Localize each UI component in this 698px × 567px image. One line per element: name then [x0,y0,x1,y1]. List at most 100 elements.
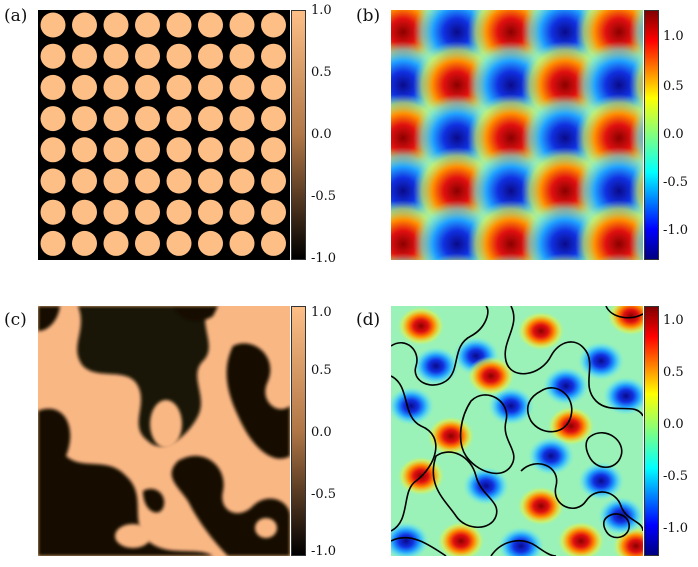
panel-a-tick-m1: -1.0 [311,251,337,266]
copper-dot [198,137,223,163]
jet-gradient-d [645,307,658,555]
panel-b-colorbar [644,10,659,260]
copper-dot [40,230,66,256]
hot-blob [541,253,589,260]
hot-blob [557,521,605,556]
copper-dot [72,137,97,163]
copper-dot [198,168,223,194]
copper-dot [72,168,97,194]
panel-b-tick-05: 0.5 [663,79,684,94]
copper-dot [166,137,192,163]
hot-blob [427,416,475,456]
panel-b-tick-m1: -1.0 [663,223,689,238]
copper-dot [135,230,160,256]
panel-a-label: (a) [4,6,28,26]
copper-dot [135,12,160,38]
copper-coarsened-pattern [38,306,290,556]
copper-dot-array [38,10,290,260]
panel-d-tick-05: 0.5 [663,365,684,380]
copper-dot [261,137,286,163]
hot-blob [397,306,445,346]
jet-checker-field [391,10,643,260]
copper-dot [103,106,129,132]
panel-c-tick-05: 0.5 [311,363,332,378]
copper-dot [166,199,192,225]
copper-dot [166,74,192,100]
cold-blob [412,346,460,386]
hot-blob [467,356,515,396]
hot-blob [517,311,565,351]
copper-dot [166,43,192,69]
copper-dot [72,43,97,69]
copper-dot [103,74,129,100]
copper-dot [229,43,255,69]
copper-gradient [292,11,305,259]
panel-d-image [391,306,643,556]
hot-blob [575,200,643,260]
panel-d-tick-1: 1.0 [663,313,684,328]
copper-dot [261,199,286,225]
copper-dot [229,230,255,256]
zero-contours [391,306,643,556]
panel-a-tick-05: 0.5 [311,65,332,80]
copper-dot [135,74,160,100]
copper-dot [261,168,286,194]
copper-dot [40,12,66,38]
copper-dot [135,106,160,132]
hot-blob [433,253,481,260]
cold-blob [391,253,427,260]
hot-blob [547,406,595,446]
copper-dot [198,230,223,256]
panel-a-image [38,10,290,260]
copper-dot [103,168,129,194]
copper-dot [261,230,286,256]
panel-b-image [391,10,643,260]
copper-dot [198,74,223,100]
copper-dot [261,12,286,38]
copper-dot [229,137,255,163]
copper-dot [72,106,97,132]
copper-dot [135,43,160,69]
copper-dot [229,12,255,38]
copper-dot [261,106,286,132]
panel-c-colorbar [291,306,306,556]
copper-dot [135,137,160,163]
copper-dot [135,168,160,194]
copper-dot [166,168,192,194]
cold-blob [487,253,535,260]
copper-dot [40,199,66,225]
panel-a-tick-0: 0.0 [311,127,332,142]
panel-a-colorbar [291,10,306,260]
copper-dot [198,12,223,38]
copper-dot [261,74,286,100]
copper-dot [229,106,255,132]
copper-dot [40,43,66,69]
copper-dot [40,106,66,132]
panel-d-tick-m1: -1.0 [663,521,689,536]
copper-dot [103,12,129,38]
panel-d-tick-m05: -0.5 [663,469,689,484]
copper-dot [103,199,129,225]
copper-dot [229,168,255,194]
hot-blob [607,306,643,336]
copper-dot [40,168,66,194]
cold-blob [602,376,643,416]
copper-dot [198,106,223,132]
panel-c-label: (c) [4,310,27,330]
cold-blob [597,496,643,536]
cold-blob [629,211,643,260]
panel-b-label: (b) [356,6,381,26]
jet-gradient [645,11,658,259]
panel-a-tick-1: 1.0 [311,3,332,18]
copper-dot [198,43,223,69]
copper-gradient-c [292,307,305,555]
copper-dot [166,12,192,38]
copper-dot [72,74,97,100]
cold-blob [527,436,575,476]
panel-c-tick-m1: -1.0 [311,544,337,559]
copper-dot [103,43,129,69]
copper-dot [261,43,286,69]
panel-a-tick-m05: -0.5 [311,189,337,204]
panel-c-tick-0: 0.0 [311,425,332,440]
panel-d-label: (d) [356,310,381,330]
